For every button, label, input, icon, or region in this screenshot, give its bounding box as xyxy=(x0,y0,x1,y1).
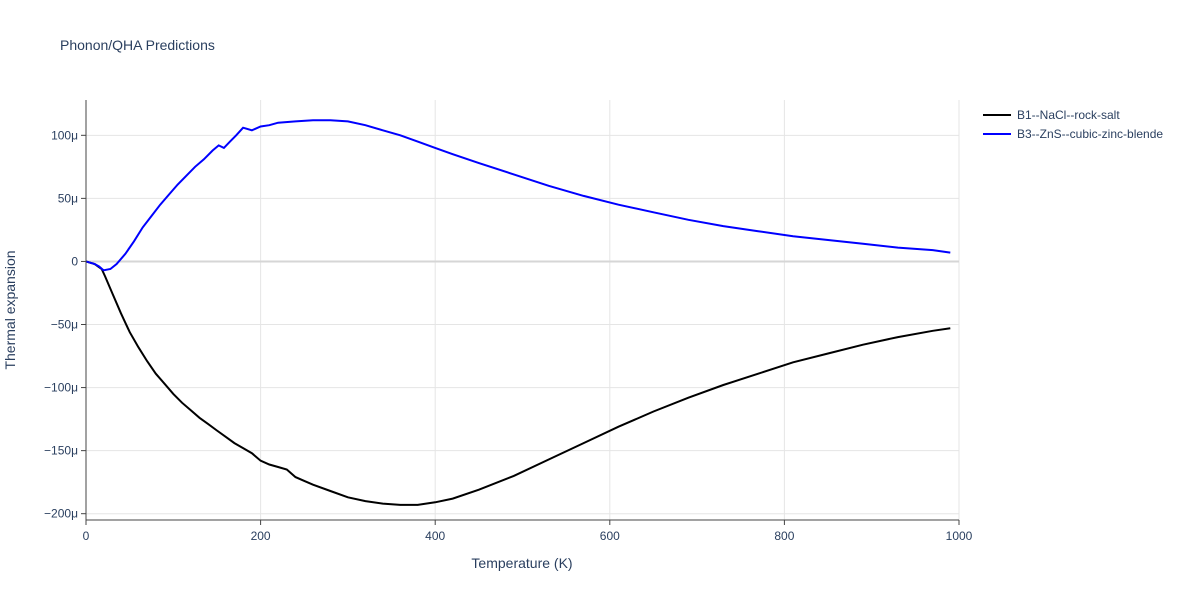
axes xyxy=(85,100,959,521)
y-axis-title: Thermal expansion xyxy=(2,250,18,369)
x-tick-label: 800 xyxy=(774,529,794,543)
legend-item-nacl[interactable]: B1--NaCl--rock-salt xyxy=(983,108,1120,122)
series-line-zns[interactable] xyxy=(85,119,951,272)
x-ticks: 0 200 400 600 800 1000 xyxy=(83,520,973,543)
x-tick-label: 600 xyxy=(600,529,620,543)
x-tick-label: 400 xyxy=(425,529,445,543)
x-axis-title: Temperature (K) xyxy=(471,555,572,571)
grid xyxy=(86,100,960,520)
legend-label-nacl: B1--NaCl--rock-salt xyxy=(1017,108,1120,122)
legend-label-zns: B3--ZnS--cubic-zinc-blende xyxy=(1017,127,1163,141)
x-tick-label: 0 xyxy=(83,529,90,543)
series-line-nacl[interactable] xyxy=(85,260,951,506)
x-tick-label: 1000 xyxy=(946,529,973,543)
legend-item-zns[interactable]: B3--ZnS--cubic-zinc-blende xyxy=(983,127,1163,141)
y-ticks: 100μ 50μ 0 −50μ −100μ −150μ −200μ xyxy=(44,128,86,521)
y-tick-label: −150μ xyxy=(44,444,78,458)
y-tick-label: 50μ xyxy=(58,191,78,205)
y-tick-label: −200μ xyxy=(44,507,78,521)
x-tick-label: 200 xyxy=(251,529,271,543)
plot-area xyxy=(85,119,951,506)
y-tick-label: 100μ xyxy=(51,128,78,142)
y-tick-label: 0 xyxy=(71,254,78,268)
legend: B1--NaCl--rock-salt B3--ZnS--cubic-zinc-… xyxy=(983,108,1163,141)
chart-title: Phonon/QHA Predictions xyxy=(60,37,215,53)
y-tick-label: −100μ xyxy=(44,381,78,395)
y-tick-label: −50μ xyxy=(51,318,78,332)
